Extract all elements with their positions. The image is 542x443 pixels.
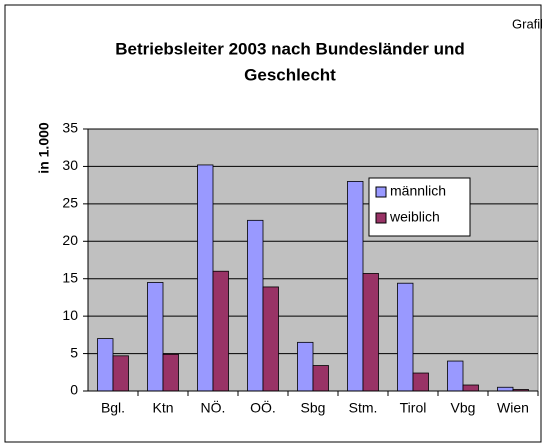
bar — [162, 353, 179, 392]
bar — [147, 282, 164, 392]
y-tick-label: 35 — [62, 120, 78, 136]
y-axis-label: in 1.000 — [36, 122, 52, 174]
y-tick-label: 25 — [62, 195, 78, 211]
chart-title: Betriebsleiter 2003 nach Bundesländer un… — [115, 39, 465, 58]
y-tick-label: 20 — [62, 232, 78, 248]
bar — [362, 273, 379, 392]
legend-label: männlich — [390, 183, 446, 199]
x-tick-label: Tirol — [400, 400, 427, 416]
bar — [447, 360, 464, 392]
y-tick-label: 0 — [70, 382, 78, 398]
corner-label: Grafik 6 — [512, 16, 542, 31]
y-tick-label: 10 — [62, 307, 78, 323]
bar — [97, 338, 114, 392]
bar — [212, 270, 229, 392]
chart-title: Geschlecht — [244, 65, 336, 84]
x-tick-label: NÖ. — [201, 399, 226, 416]
bar — [262, 286, 279, 392]
bar — [297, 341, 314, 392]
x-tick-label: Bgl. — [101, 400, 125, 416]
x-tick-label: Sbg — [301, 400, 326, 416]
bar — [247, 219, 264, 392]
x-tick-label: Vbg — [451, 400, 476, 416]
bar — [397, 282, 414, 392]
y-tick-label: 15 — [62, 269, 78, 285]
bar — [412, 372, 429, 392]
y-tick-label: 5 — [70, 344, 78, 360]
y-tick-label: 30 — [62, 157, 78, 173]
legend-swatch — [375, 212, 387, 224]
legend-swatch — [375, 186, 387, 198]
bar — [197, 164, 214, 392]
legend-label: weiblich — [389, 209, 440, 225]
bar — [347, 180, 364, 392]
bar — [112, 355, 129, 392]
x-tick-label: Stm. — [349, 400, 378, 416]
x-tick-label: Wien — [497, 400, 529, 416]
x-tick-label: OÖ. — [250, 399, 276, 416]
bar — [462, 384, 479, 392]
bar — [497, 386, 514, 392]
x-tick-label: Ktn — [152, 400, 173, 416]
bar — [312, 365, 329, 392]
